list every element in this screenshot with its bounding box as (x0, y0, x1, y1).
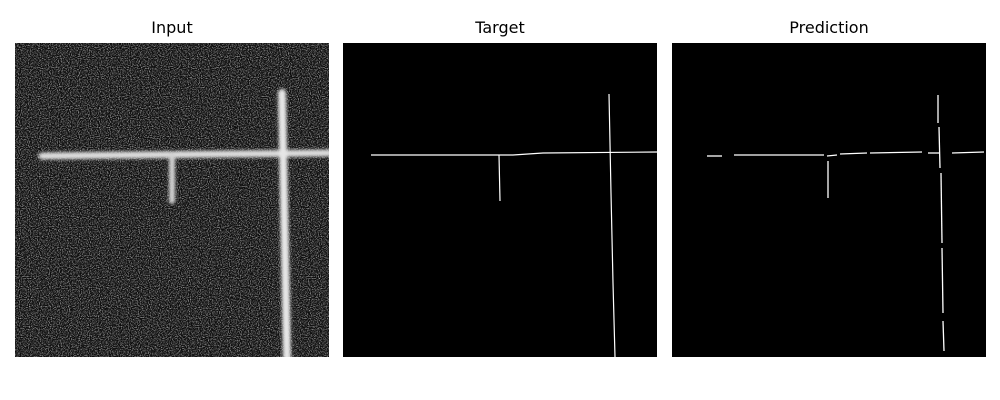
input-image (15, 43, 329, 357)
target-panel: Target (343, 0, 657, 400)
target-lines (371, 93, 657, 357)
target-image (343, 43, 657, 357)
prediction-panel: Prediction (672, 0, 986, 400)
prediction-title: Prediction (789, 18, 869, 37)
input-title: Input (151, 18, 193, 37)
target-title: Target (475, 18, 525, 37)
input-lines (38, 89, 329, 357)
input-panel: Input (15, 0, 329, 400)
prediction-image (672, 43, 986, 357)
prediction-lines (707, 95, 985, 352)
